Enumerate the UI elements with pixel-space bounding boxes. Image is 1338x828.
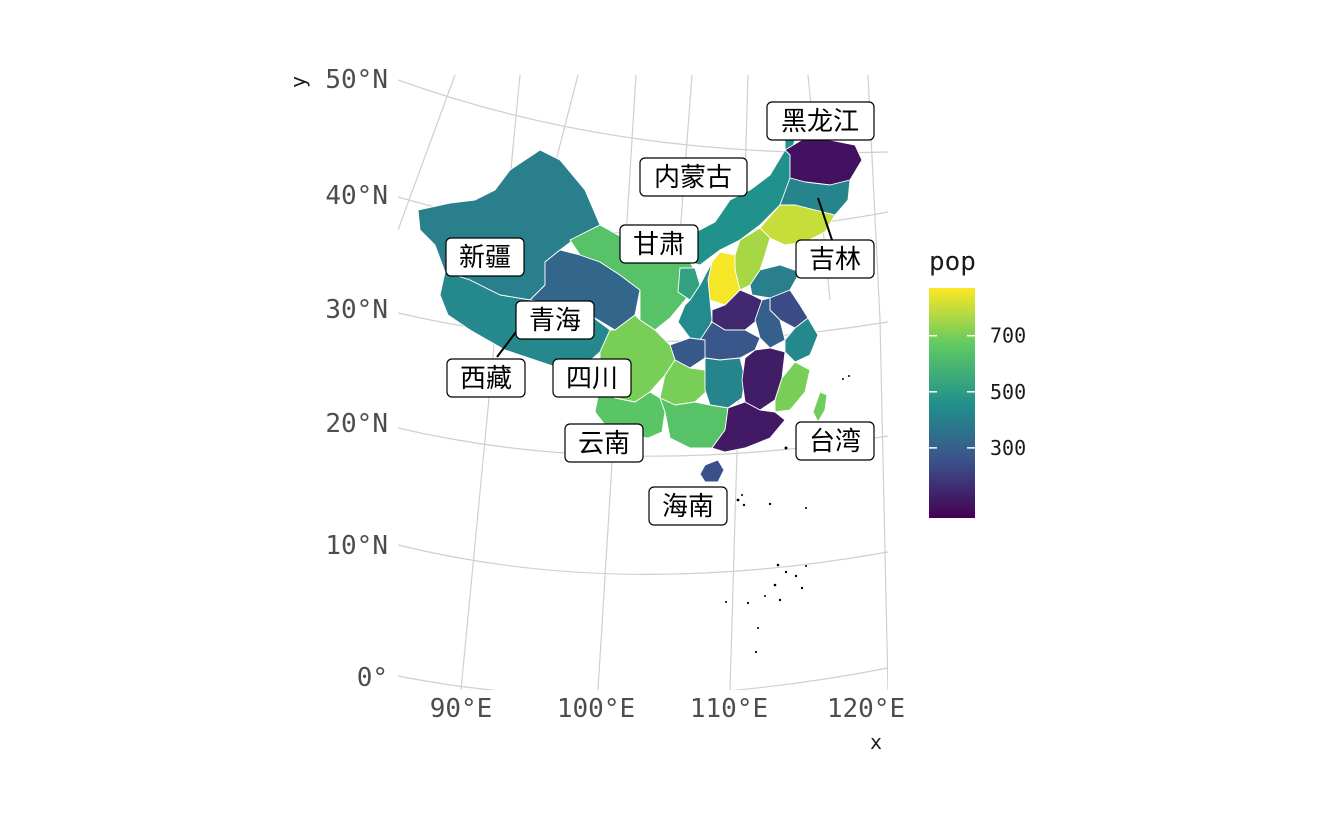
svg-text:黑龙江: 黑龙江	[781, 107, 859, 137]
label-leader-lines	[496, 197, 833, 358]
label-yunnan: 云南	[564, 423, 644, 463]
province-taiwan	[812, 391, 828, 423]
label-taiwan: 台湾	[795, 421, 875, 461]
legend: pop 700 500 300	[929, 247, 1026, 518]
label-neimenggu: 内蒙古	[639, 157, 748, 197]
latitude-line-10	[398, 544, 888, 575]
longitude-line-120	[867, 74, 888, 690]
label-heilongjiang: 黑龙江	[766, 101, 875, 141]
svg-text:云南: 云南	[578, 429, 630, 459]
province-hainan	[699, 459, 725, 483]
lat-tick-20: 20°N	[325, 409, 388, 439]
y-axis-title: y	[286, 76, 310, 88]
longitude-line-85	[398, 74, 456, 231]
legend-tick-label: 500	[990, 380, 1026, 404]
provinces	[417, 124, 863, 483]
leader-line-xizang	[496, 331, 517, 358]
label-jilin: 吉林	[795, 239, 875, 279]
label-hainan: 海南	[648, 486, 728, 526]
south-china-sea-islands	[725, 375, 850, 654]
label-sichuan: 四川	[552, 358, 632, 398]
lat-tick-30: 30°N	[325, 295, 388, 325]
x-axis-title: x	[870, 730, 882, 754]
legend-tick-label: 300	[990, 436, 1026, 460]
lat-tick-50: 50°N	[325, 65, 388, 95]
latitude-line-0	[398, 667, 888, 690]
label-qinghai: 青海	[515, 300, 595, 340]
lat-tick-10: 10°N	[325, 531, 388, 561]
province-labels: 黑龙江 内蒙古 甘肃 新疆 吉林 青海 西藏 四川	[445, 101, 875, 526]
lon-tick-110: 110°E	[690, 694, 768, 724]
label-xinjiang: 新疆	[445, 237, 525, 277]
lat-tick-40: 40°N	[325, 181, 388, 211]
svg-text:新疆: 新疆	[459, 243, 511, 273]
svg-text:台湾: 台湾	[809, 427, 861, 457]
svg-text:吉林: 吉林	[809, 245, 861, 275]
lat-tick-0: 0°	[357, 663, 388, 693]
province-zhejiang	[784, 317, 819, 363]
label-xizang: 西藏	[446, 358, 526, 398]
legend-colorbar	[929, 288, 975, 518]
legend-ticks: 700 500 300	[929, 324, 1026, 460]
province-hunan	[704, 357, 746, 409]
lon-tick-120: 120°E	[827, 694, 905, 724]
lon-tick-90: 90°E	[430, 694, 493, 724]
axis-ticks: 50°N 40°N 30°N 20°N 10°N 0° 90°E 100°E 1…	[286, 65, 905, 754]
svg-text:甘肃: 甘肃	[633, 230, 685, 260]
label-gansu: 甘肃	[619, 224, 699, 264]
province-heilongjiang	[784, 137, 863, 186]
svg-text:西藏: 西藏	[460, 364, 512, 394]
legend-tick-label: 700	[990, 324, 1026, 348]
svg-text:海南: 海南	[662, 492, 714, 522]
leader-line-jilin	[817, 197, 833, 241]
province-fujian	[774, 361, 811, 413]
svg-text:内蒙古: 内蒙古	[654, 163, 732, 193]
lon-tick-100: 100°E	[557, 694, 635, 724]
province-guangdong	[711, 401, 786, 453]
svg-text:青海: 青海	[529, 306, 581, 336]
legend-title: pop	[929, 247, 976, 277]
svg-text:四川: 四川	[566, 364, 618, 394]
